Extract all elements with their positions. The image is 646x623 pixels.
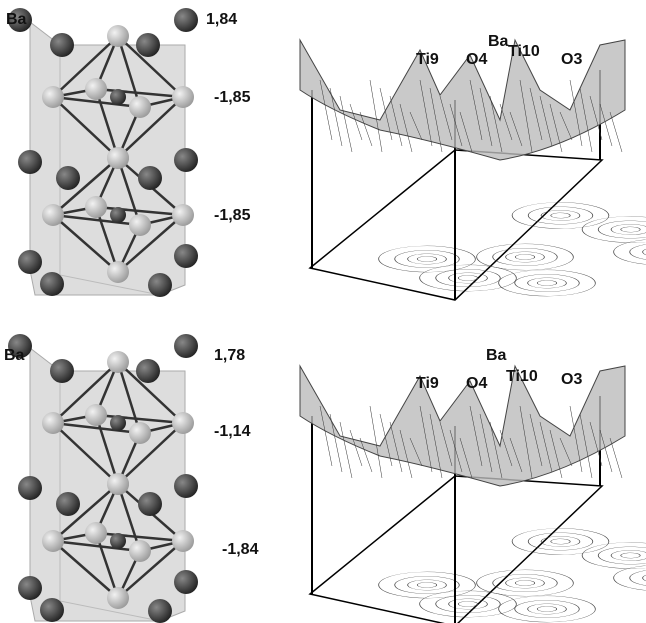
surface-label: Ti10 bbox=[506, 368, 538, 385]
charge-label: 1,78 bbox=[214, 347, 245, 364]
contour bbox=[512, 579, 539, 586]
contour bbox=[563, 211, 646, 248]
o-atom bbox=[85, 196, 107, 218]
ba-atom bbox=[174, 8, 198, 32]
o-atom bbox=[107, 473, 129, 495]
ti-atom bbox=[110, 533, 126, 549]
o-atom bbox=[129, 540, 151, 562]
contour bbox=[480, 591, 615, 623]
surface-label: Ti10 bbox=[508, 43, 540, 60]
charge-label: -1,14 bbox=[214, 423, 251, 440]
contour bbox=[534, 279, 561, 286]
ba-atom bbox=[40, 598, 64, 622]
surface-label: Ti9 bbox=[416, 51, 439, 68]
figure: Ba 1,84 -1,85 -1,85 Ba Ti9 O4 Ti10 O3 Ba… bbox=[0, 0, 646, 623]
o-atom bbox=[85, 404, 107, 426]
surface-label: O4 bbox=[466, 51, 487, 68]
surface-label: Ba bbox=[488, 33, 509, 50]
ba-atom bbox=[138, 492, 162, 516]
ba-atom bbox=[174, 244, 198, 268]
contour bbox=[502, 597, 592, 621]
contour bbox=[512, 253, 539, 260]
contour bbox=[604, 222, 646, 237]
contour bbox=[635, 571, 646, 586]
contour bbox=[547, 212, 574, 219]
ti-atom bbox=[110, 89, 126, 105]
surface-label: Ti9 bbox=[416, 375, 439, 392]
ba-atom bbox=[18, 576, 42, 600]
charge-label: -1,85 bbox=[214, 89, 251, 106]
atom-label: Ba bbox=[6, 11, 27, 28]
o-atom bbox=[107, 25, 129, 47]
o-atom bbox=[42, 530, 64, 552]
contour bbox=[604, 548, 646, 563]
ba-atom bbox=[18, 250, 42, 274]
surface-label: O3 bbox=[561, 371, 582, 388]
contour bbox=[617, 566, 646, 590]
contour bbox=[635, 245, 646, 260]
contour bbox=[502, 271, 592, 295]
ba-atom bbox=[148, 599, 172, 623]
o-atom bbox=[172, 204, 194, 226]
panel-art bbox=[8, 8, 646, 312]
o-atom bbox=[107, 261, 129, 283]
contour bbox=[563, 537, 646, 574]
ba-atom bbox=[174, 148, 198, 172]
o-atom bbox=[172, 86, 194, 108]
charge-label: -1,85 bbox=[214, 207, 251, 224]
o-atom bbox=[85, 522, 107, 544]
o-atom bbox=[42, 86, 64, 108]
ba-atom bbox=[56, 166, 80, 190]
mesh bbox=[370, 80, 382, 152]
surface-label: O4 bbox=[466, 375, 487, 392]
ti-atom bbox=[110, 207, 126, 223]
ba-atom bbox=[18, 150, 42, 174]
o-atom bbox=[85, 78, 107, 100]
o-atom bbox=[129, 422, 151, 444]
ti-atom bbox=[110, 415, 126, 431]
contour bbox=[520, 602, 574, 617]
ba-atom bbox=[174, 334, 198, 358]
o-atom bbox=[107, 587, 129, 609]
o-atom bbox=[172, 412, 194, 434]
ba-atom bbox=[174, 474, 198, 498]
contour bbox=[547, 538, 574, 545]
panel-art bbox=[8, 334, 646, 623]
ba-atom bbox=[148, 273, 172, 297]
contour bbox=[595, 560, 646, 597]
contour bbox=[595, 234, 646, 271]
contour bbox=[617, 240, 646, 264]
ba-atom bbox=[50, 359, 74, 383]
ba-atom bbox=[174, 570, 198, 594]
contour bbox=[480, 265, 615, 302]
mesh bbox=[370, 406, 382, 478]
surface-label: Ba bbox=[486, 347, 507, 364]
contour bbox=[520, 276, 574, 291]
ba-atom bbox=[50, 33, 74, 57]
ba-atom bbox=[136, 33, 160, 57]
o-atom bbox=[129, 214, 151, 236]
atom-label: Ba bbox=[4, 347, 25, 364]
o-atom bbox=[129, 96, 151, 118]
charge-label: -1,84 bbox=[222, 541, 259, 558]
ba-atom bbox=[56, 492, 80, 516]
contour bbox=[617, 552, 644, 559]
surface-label: O3 bbox=[561, 51, 582, 68]
ba-atom bbox=[40, 272, 64, 296]
charge-label: 1,84 bbox=[206, 11, 237, 28]
contour bbox=[534, 605, 561, 612]
ba-atom bbox=[18, 476, 42, 500]
o-atom bbox=[172, 530, 194, 552]
ba-atom bbox=[138, 166, 162, 190]
o-atom bbox=[107, 147, 129, 169]
o-atom bbox=[107, 351, 129, 373]
contour bbox=[617, 226, 644, 233]
o-atom bbox=[42, 204, 64, 226]
o-atom bbox=[42, 412, 64, 434]
ba-atom bbox=[136, 359, 160, 383]
